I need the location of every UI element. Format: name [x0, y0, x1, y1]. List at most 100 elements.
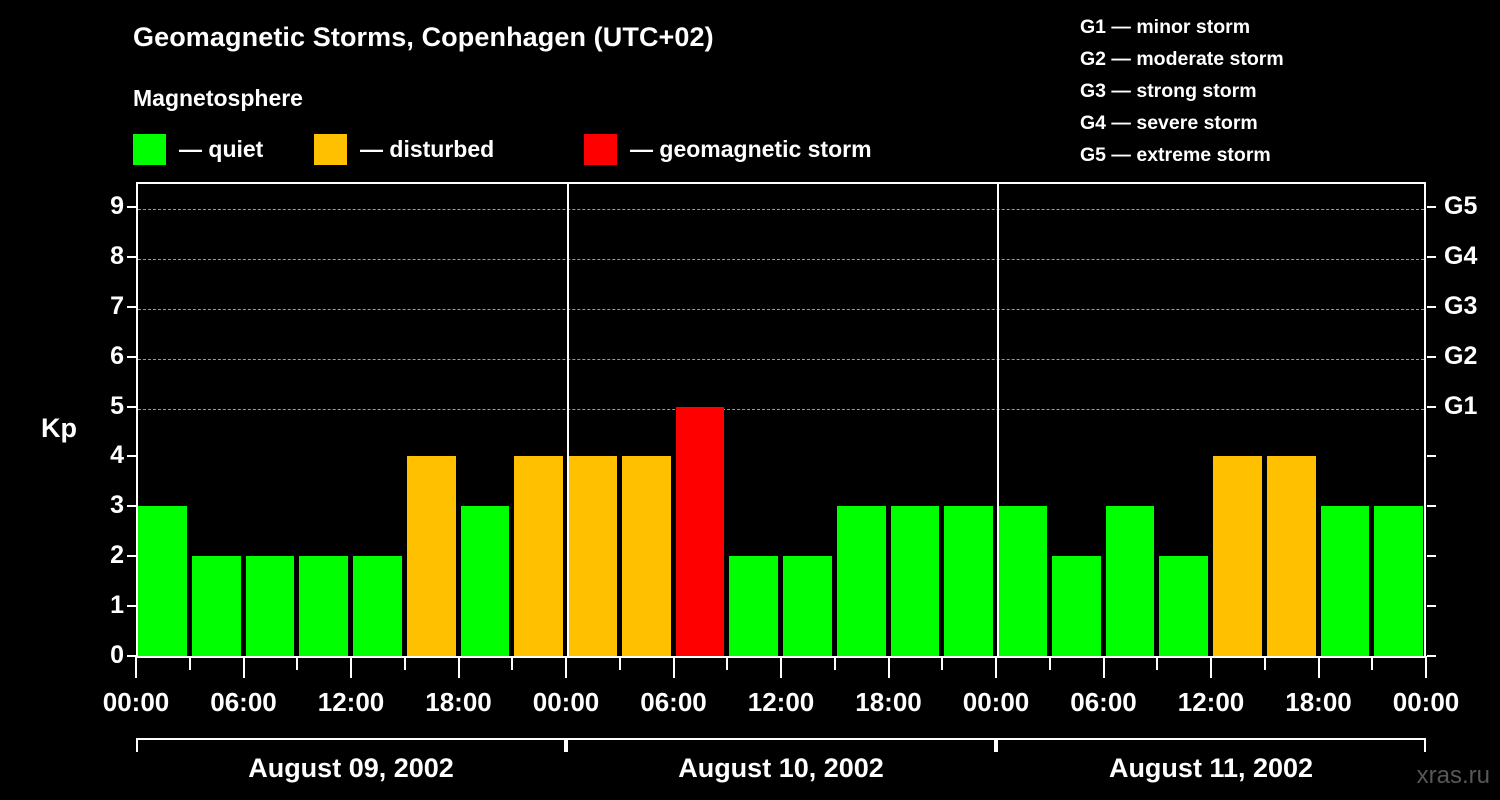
bar	[729, 556, 778, 656]
y-label-right-g4: G4	[1444, 241, 1478, 270]
y-tick-right-4	[1427, 455, 1436, 458]
y-label-left-7: 7	[110, 291, 124, 320]
y-tick-left-7	[127, 305, 136, 308]
x-tick	[565, 656, 567, 678]
x-axis-label: 00:00	[102, 687, 170, 717]
y-label-left-0: 0	[110, 641, 124, 669]
x-axis-label: 06:00	[640, 687, 707, 717]
g-legend-g2: G2 — moderate storm	[1080, 47, 1284, 70]
g-legend-g3: G3 — strong storm	[1080, 79, 1257, 102]
legend-entry-quiet: — quiet	[133, 133, 263, 165]
y-label-left-8: 8	[110, 241, 124, 270]
x-tick	[941, 656, 944, 670]
y-label-left-4: 4	[110, 441, 124, 470]
y-tick-left-9	[127, 205, 136, 208]
gridline-kp-9	[138, 208, 1424, 210]
y-tick-right-0	[1427, 655, 1436, 657]
legend-swatch-geomagnetic-storm	[584, 133, 617, 165]
x-axis-label: 12:00	[317, 687, 385, 717]
g-scale-legend: G1 — minor storm G2 — moderate storm G3 — …	[1080, 12, 1284, 172]
bar	[621, 456, 671, 656]
x-axis-label: 12:00	[1177, 687, 1245, 717]
y-label-left-3: 3	[110, 491, 124, 520]
bar	[138, 506, 187, 656]
y-label-right-g3: G3	[1444, 291, 1478, 320]
bar	[1266, 456, 1316, 656]
day-separator-2	[997, 184, 999, 656]
y-tick-right-7	[1427, 305, 1436, 308]
x-tick	[672, 656, 675, 678]
y-tick-right-9	[1427, 205, 1436, 208]
date-label: August 10, 2002	[678, 753, 884, 783]
x-tick	[1210, 656, 1212, 678]
bar-series	[138, 184, 1424, 656]
y-label-left-1: 1	[110, 591, 124, 620]
x-tick	[1263, 656, 1266, 670]
g-legend-g4: G4 — severe storm	[1080, 111, 1258, 134]
x-tick	[833, 656, 836, 670]
date-bracket-2	[566, 738, 996, 752]
bar	[299, 556, 348, 656]
x-tick	[188, 656, 191, 670]
plot-area	[136, 182, 1426, 656]
bar	[1051, 556, 1101, 656]
day-separator-1	[567, 184, 569, 656]
bar	[514, 456, 563, 656]
x-tick	[726, 656, 729, 670]
bar	[353, 556, 402, 656]
y-tick-right-1	[1427, 605, 1436, 608]
plot-inner	[138, 184, 1424, 656]
y-tick-right-8	[1427, 255, 1436, 258]
legend-swatch-quiet	[133, 133, 166, 165]
watermark: xras.ru	[1416, 762, 1490, 789]
gridline-kp-7	[138, 308, 1424, 310]
y-label-left-5: 5	[110, 391, 124, 420]
bar	[1374, 506, 1423, 656]
y-tick-right-5	[1427, 405, 1436, 408]
x-tick	[511, 656, 514, 670]
y-tick-left-0	[127, 655, 136, 657]
x-tick	[296, 656, 299, 670]
x-axis-label: 00:00	[1392, 687, 1460, 717]
bar	[998, 506, 1047, 656]
date-label: August 09, 2002	[248, 753, 454, 783]
y-tick-right-3	[1427, 505, 1436, 508]
y-tick-left-3	[127, 505, 136, 508]
gridline-kp-5	[138, 408, 1424, 410]
g-legend-g1: G1 — minor storm	[1080, 16, 1251, 38]
x-tick	[887, 656, 890, 678]
g-legend-g5: G5 — extreme storm	[1080, 143, 1271, 166]
magnetosphere-label: Magnetosphere	[133, 85, 303, 111]
kp-axis-title: Kp	[41, 413, 77, 443]
x-axis-label: 00:00	[532, 687, 600, 717]
bar	[836, 506, 886, 656]
y-label-right-g2: G2	[1444, 341, 1478, 370]
x-tick	[1317, 656, 1320, 678]
y-tick-right-2	[1427, 555, 1436, 558]
y-label-right-g5: G5	[1444, 191, 1478, 220]
y-tick-left-1	[127, 605, 136, 608]
bar	[1105, 506, 1155, 656]
x-tick	[1048, 656, 1051, 670]
date-label: August 11, 2002	[1108, 753, 1314, 783]
gridline-kp-8	[138, 258, 1424, 260]
bar	[1213, 456, 1262, 656]
bar	[568, 456, 617, 656]
bar	[406, 456, 456, 656]
bar	[890, 506, 940, 656]
x-tick	[1102, 656, 1105, 678]
x-tick	[242, 656, 245, 678]
y-tick-left-5	[127, 405, 136, 408]
y-label-left-6: 6	[110, 341, 124, 370]
bar	[783, 556, 832, 656]
x-tick	[780, 656, 782, 678]
legend-label-disturbed: — disturbed	[360, 135, 495, 162]
y-label-left-2: 2	[110, 541, 124, 570]
x-axis-label: 06:00	[1070, 687, 1137, 717]
y-tick-left-6	[127, 355, 136, 358]
x-axis-label: 18:00	[425, 687, 492, 717]
bar	[460, 506, 510, 656]
x-axis-label: 18:00	[1285, 687, 1352, 717]
color-legend: — quiet — disturbed — geomagnetic storm	[133, 133, 1033, 165]
date-bracket-1	[136, 738, 566, 752]
